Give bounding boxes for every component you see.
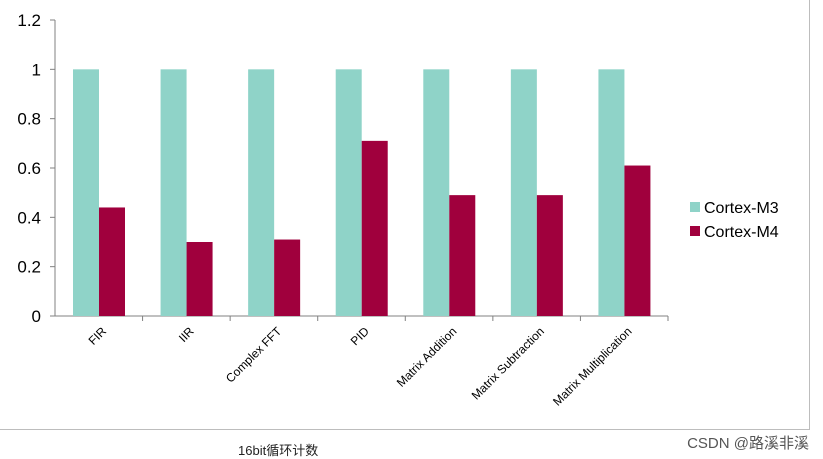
bar-cortex-m3-fir [73,69,99,316]
bar-cortex-m4-fir [99,207,125,316]
y-tick-label: 0 [32,307,41,326]
bar-cortex-m4-complex-fft [274,239,301,316]
x-tick-label: Matrix Subtraction [469,324,547,402]
y-tick-label: 0.2 [17,258,41,277]
y-tick-label: 0.6 [17,159,41,178]
bar-cortex-m3-pid [335,69,362,316]
x-tick-label: IIR [176,324,197,345]
y-tick-label: 1.2 [17,11,41,30]
bar-cortex-m3-iir [160,69,187,316]
legend-label-cortex-m4: Cortex-M4 [704,224,779,241]
y-tick-label: 0.4 [17,208,41,227]
legend-swatch-cortex-m3 [690,202,700,212]
watermark: CSDN @路溪非溪 [687,435,809,452]
x-tick-label: Matrix Multiplication [550,324,634,408]
x-tick-label: Matrix Addition [394,324,460,390]
figure-caption: 16bit循环计数 [238,443,319,458]
bar-cortex-m4-pid [361,140,388,316]
bar-cortex-m4-matrix-subtraction [536,195,563,316]
x-tick-label: FIR [86,324,110,348]
bar-cortex-m4-matrix-multiplication [624,165,651,316]
bar-cortex-m4-iir [186,242,213,316]
legend-swatch-cortex-m4 [690,226,700,236]
bar-cortex-m3-matrix-multiplication [598,69,625,316]
x-tick-label: Complex FFT [223,324,285,386]
y-tick-label: 0.8 [17,110,41,129]
bar-chart: 0 0.2 0.4 0.6 0.8 1 1.2 FIR IIR Complex FFT PID Mat… [17,11,779,409]
y-tick-label: 1 [32,60,41,79]
bar-cortex-m3-matrix-subtraction [510,69,537,316]
x-tick-label: PID [348,324,372,348]
bar-cortex-m3-complex-fft [248,69,275,316]
legend-label-cortex-m3: Cortex-M3 [704,200,779,217]
bar-cortex-m3-matrix-addition [423,69,450,316]
chart-frame: 0 0.2 0.4 0.6 0.8 1 1.2 FIR IIR Complex FFT PID Mat… [0,0,810,430]
bar-cortex-m4-matrix-addition [449,195,476,316]
